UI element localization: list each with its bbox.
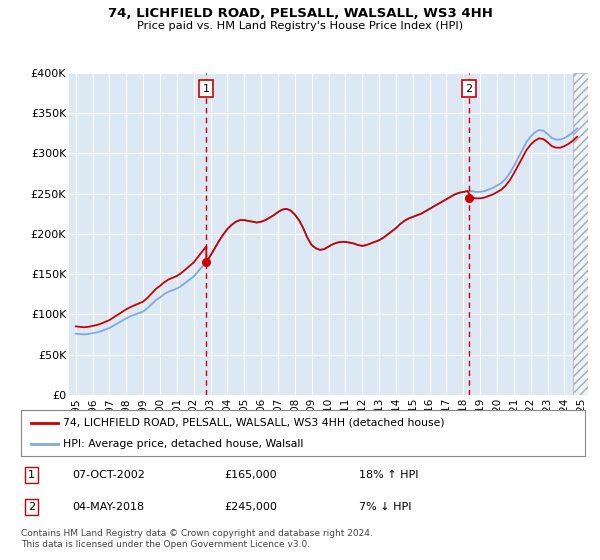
Text: 2: 2 [28, 502, 35, 512]
Text: 7% ↓ HPI: 7% ↓ HPI [359, 502, 412, 512]
Text: Price paid vs. HM Land Registry's House Price Index (HPI): Price paid vs. HM Land Registry's House … [137, 21, 463, 31]
Text: 74, LICHFIELD ROAD, PELSALL, WALSALL, WS3 4HH (detached house): 74, LICHFIELD ROAD, PELSALL, WALSALL, WS… [64, 418, 445, 428]
Text: 1: 1 [28, 470, 35, 480]
Text: 74, LICHFIELD ROAD, PELSALL, WALSALL, WS3 4HH: 74, LICHFIELD ROAD, PELSALL, WALSALL, WS… [107, 7, 493, 20]
Text: £245,000: £245,000 [224, 502, 277, 512]
Bar [573, 73, 590, 395]
Text: 07-OCT-2002: 07-OCT-2002 [72, 470, 145, 480]
Text: 2: 2 [466, 84, 472, 94]
Text: 18% ↑ HPI: 18% ↑ HPI [359, 470, 419, 480]
Bar [573, 73, 590, 395]
Text: Contains HM Land Registry data © Crown copyright and database right 2024.
This d: Contains HM Land Registry data © Crown c… [21, 529, 373, 549]
Text: £165,000: £165,000 [224, 470, 277, 480]
Text: 04-MAY-2018: 04-MAY-2018 [72, 502, 144, 512]
Text: HPI: Average price, detached house, Walsall: HPI: Average price, detached house, Wals… [64, 439, 304, 449]
Text: 1: 1 [203, 84, 210, 94]
